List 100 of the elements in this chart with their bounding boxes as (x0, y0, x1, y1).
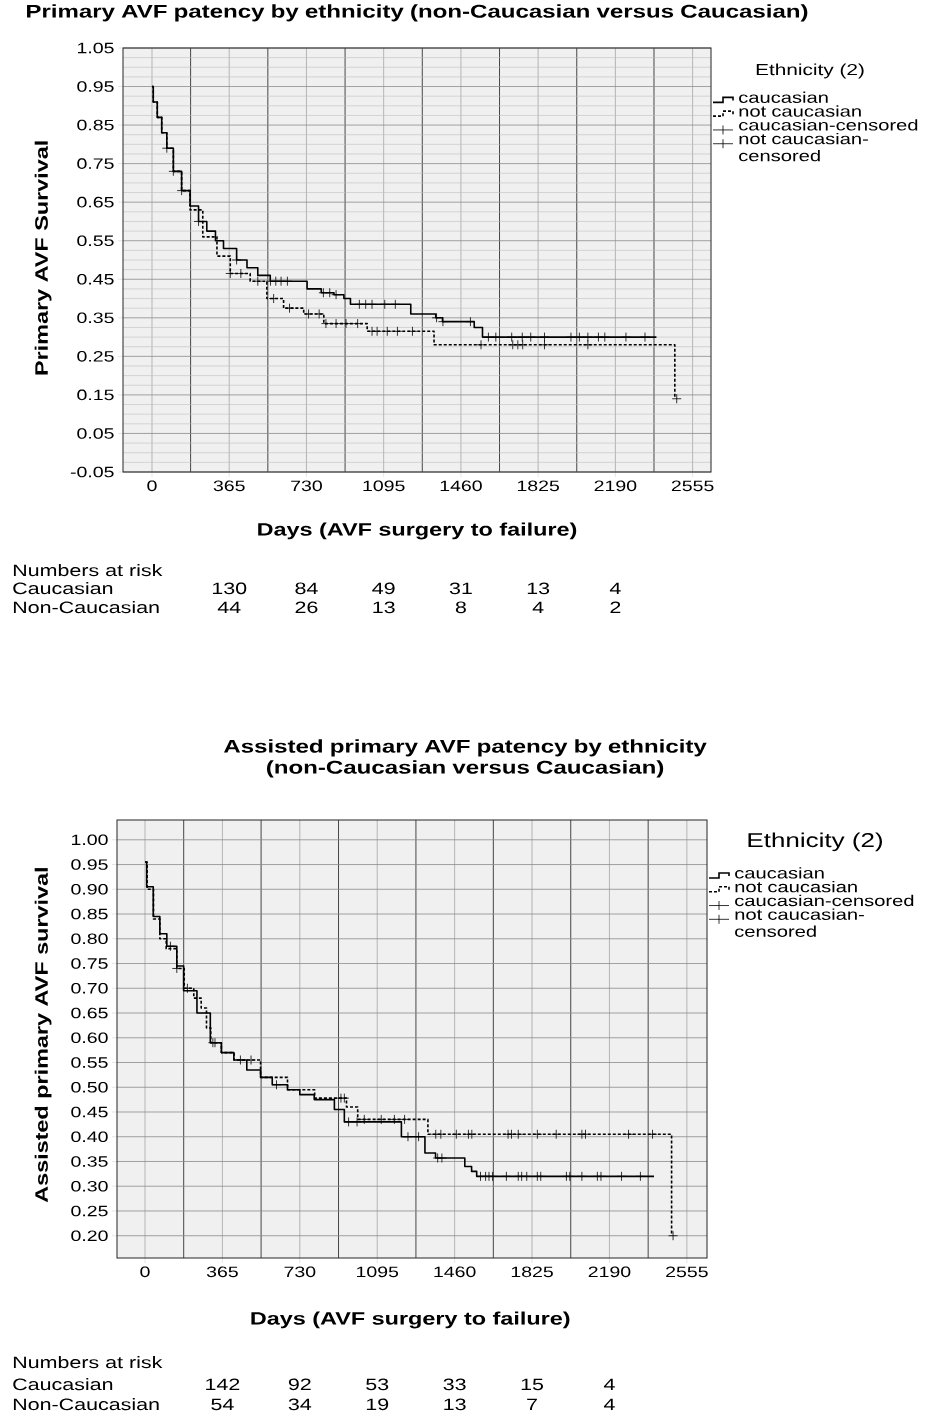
point (367, 299, 377, 310)
point (168, 166, 179, 177)
text: 53 (366, 1378, 389, 1391)
x-tick-label: 0 (147, 480, 157, 492)
y-tick-label: 0.75 (71, 958, 108, 969)
point (276, 276, 286, 287)
point (284, 303, 295, 314)
point (359, 1114, 370, 1125)
y-tick-label: 1.05 (78, 42, 114, 54)
point (339, 1093, 350, 1104)
y-tick-label: 0.25 (77, 351, 114, 362)
text: 142 (206, 1378, 240, 1390)
y-tick-label: 0.75 (77, 158, 114, 169)
text: 13 (444, 1398, 466, 1411)
chart-title: Primary AVF patency by ethnicity (non-Caucasian versus Caucasian) (27, 4, 808, 22)
chart-title: Assisted primary AVF patency by ethnicity (non-Caucasian versus Caucasian) (223, 739, 707, 778)
text: 33 (443, 1378, 466, 1391)
point (376, 1114, 387, 1125)
text: 2 (610, 601, 621, 613)
y-tick-label: 0.15 (77, 389, 114, 401)
text: Numbers at risk (13, 564, 163, 577)
x-tick-label: 2190 (594, 480, 637, 492)
text: Numbers at risk (13, 1356, 163, 1369)
legend-title: Ethnicity (2) (748, 832, 882, 852)
text: 7 (527, 1398, 537, 1410)
point (506, 332, 517, 342)
x-tick-label: 1095 (363, 480, 405, 492)
point (282, 276, 293, 287)
y-tick-label: 0.95 (77, 81, 114, 92)
x-tick-label: 1460 (434, 1266, 476, 1278)
point (513, 1129, 524, 1140)
point (389, 1114, 400, 1125)
legend-label: caucasian (739, 91, 828, 103)
y-tick-label: 0.45 (71, 1106, 108, 1118)
text: 4 (532, 601, 544, 613)
y-tick-label: 0.60 (71, 1032, 108, 1044)
x-tick-label: 730 (284, 1266, 316, 1278)
text: 8 (455, 601, 466, 614)
point (379, 299, 390, 310)
point (506, 1129, 517, 1140)
legend-label: caucasian-censored (735, 894, 914, 907)
y-tick-label: 0.35 (77, 312, 114, 324)
point (501, 1171, 512, 1182)
text: 92 (288, 1378, 311, 1391)
point (566, 332, 576, 342)
x-tick-label: 0 (140, 1266, 150, 1278)
x-tick-label: 730 (291, 480, 322, 492)
legend-label: caucasian (735, 867, 824, 879)
point (360, 299, 371, 310)
text: 44 (217, 601, 241, 613)
point (616, 1171, 627, 1182)
y-tick-label: 0.80 (71, 933, 108, 945)
y-tick-label: 0.95 (71, 859, 108, 870)
point (599, 332, 610, 342)
text: 49 (372, 582, 395, 595)
point (635, 1171, 646, 1182)
point (182, 983, 193, 994)
point (343, 1116, 354, 1127)
y-tick-label: 0.55 (77, 235, 114, 247)
point (539, 339, 550, 350)
point (490, 332, 501, 342)
x-tick-label: 1825 (511, 1266, 553, 1278)
x-tick-label: 1825 (517, 480, 559, 492)
x-axis-title: Days (AVF surgery to failure) (251, 1311, 570, 1329)
text: Caucasian (13, 1378, 113, 1391)
point (331, 289, 341, 300)
text: 4 (603, 1378, 615, 1390)
point (532, 1129, 543, 1140)
y-tick-label: 0.55 (71, 1057, 108, 1068)
y-tick-label: 0.85 (71, 908, 108, 920)
point (525, 332, 536, 342)
text: 19 (366, 1398, 389, 1411)
point (437, 1153, 447, 1163)
text: 84 (295, 582, 318, 595)
point (392, 326, 403, 337)
legend-label: not caucasian (735, 880, 857, 893)
y-tick-label: -0.05 (70, 466, 114, 478)
x-tick-label: 2555 (666, 1266, 708, 1278)
text: Non-Caucasian (13, 1398, 159, 1411)
point (225, 268, 236, 279)
text: 4 (609, 582, 621, 594)
point (671, 393, 682, 404)
point (487, 1171, 498, 1182)
point (382, 326, 393, 337)
y-tick-label: 0.45 (77, 273, 114, 285)
x-tick-label: 1095 (357, 1266, 399, 1278)
point (161, 143, 172, 154)
legend-label: not caucasian-censored (735, 908, 864, 937)
y-tick-label: 0.50 (71, 1081, 108, 1093)
point (341, 318, 351, 329)
point (303, 309, 314, 319)
point (596, 1171, 606, 1182)
text: Non-Caucasian (13, 601, 159, 614)
y-axis-title: Assisted primary AVF survival (34, 868, 52, 1203)
y-tick-label: 0.30 (71, 1180, 108, 1192)
point (517, 332, 528, 342)
legend-title: Ethnicity (2) (756, 63, 864, 79)
point (621, 332, 631, 342)
text: 13 (527, 582, 550, 595)
point (623, 1129, 634, 1140)
